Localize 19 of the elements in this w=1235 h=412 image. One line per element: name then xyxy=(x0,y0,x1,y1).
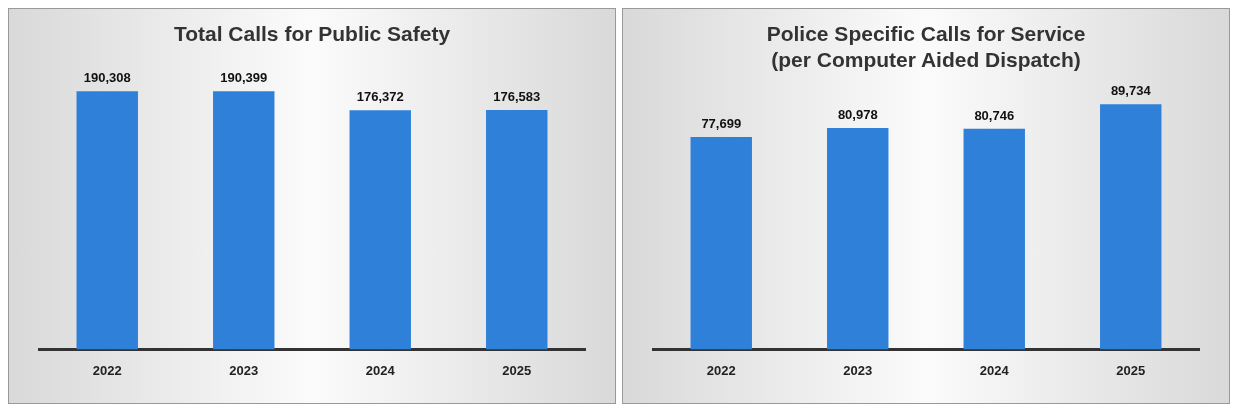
data-label: 80,746 xyxy=(974,107,1015,123)
chart-title: Total Calls for Public Safety xyxy=(173,22,451,46)
data-label: 176,372 xyxy=(356,89,404,105)
text: Police Specific Calls for Service xyxy=(766,22,1086,46)
data-label: 77,699 xyxy=(701,116,742,132)
data-label: 89,734 xyxy=(1110,83,1152,99)
x-tick-label: 2023 xyxy=(843,362,873,378)
text: (per Computer Aided Dispatch) xyxy=(771,47,1081,71)
x-tick-label: 2025 xyxy=(502,362,532,378)
x-tick-label: 2023 xyxy=(229,362,259,378)
data-label: 190,308 xyxy=(83,70,131,86)
data-label: 80,978 xyxy=(837,107,878,123)
x-tick-label: 2022 xyxy=(92,362,122,378)
data-label: 176,583 xyxy=(493,89,541,105)
data-label: 190,399 xyxy=(220,70,268,86)
x-tick-label: 2024 xyxy=(365,362,396,378)
x-tick-label: 2025 xyxy=(1116,362,1146,378)
x-tick-label: 2022 xyxy=(706,362,736,378)
x-tick-label: 2024 xyxy=(979,362,1010,378)
